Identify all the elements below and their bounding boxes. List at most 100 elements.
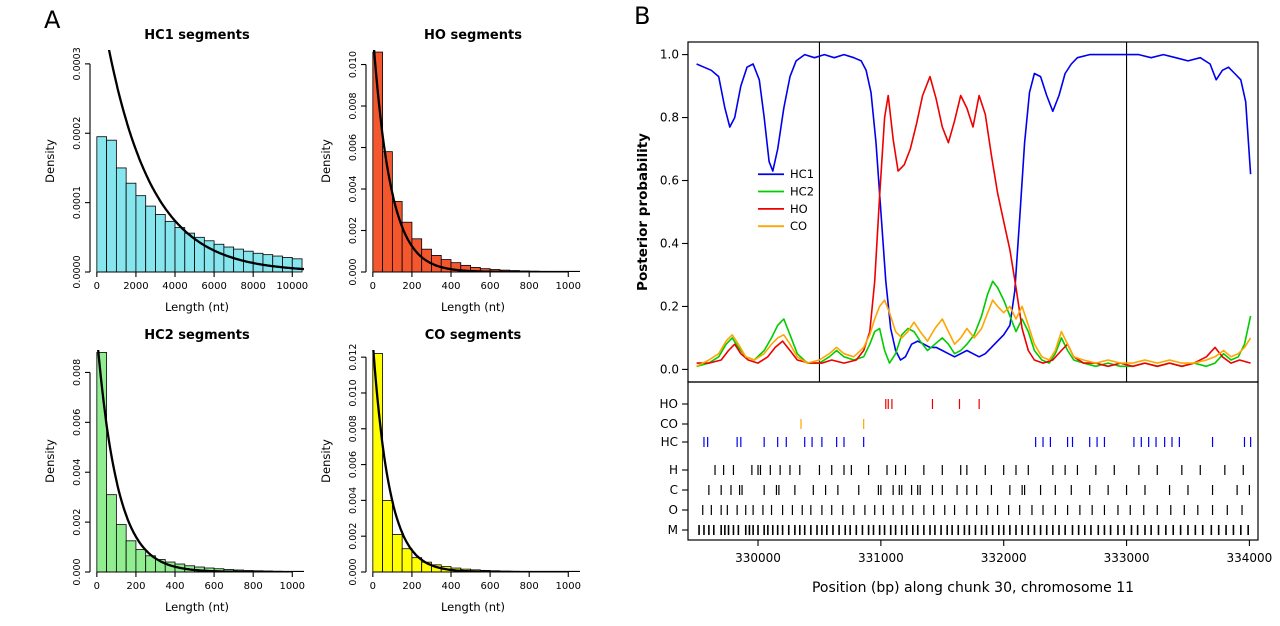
svg-text:600: 600	[481, 281, 500, 292]
histogram-bar	[106, 139, 117, 273]
svg-text:0.000: 0.000	[348, 258, 359, 285]
rug-track-O: O	[669, 503, 1243, 517]
hist-ylabel: Density	[43, 139, 57, 183]
histogram-bar	[106, 494, 117, 573]
rug-track-label: M	[668, 523, 678, 537]
hist-xlabel: Length (nt)	[441, 300, 505, 314]
histogram-bar	[125, 540, 137, 573]
hist-title: HC1 segments	[144, 28, 250, 43]
y-axis: 0.000 0.002 0.004 0.006 0.008	[72, 359, 91, 586]
histogram-bar	[401, 548, 413, 573]
svg-text:0.0001: 0.0001	[72, 186, 83, 219]
svg-text:0.006: 0.006	[348, 134, 359, 161]
x-axis-label: Position (bp) along chunk 30, chromosome…	[812, 580, 1134, 596]
y-axis: 0.0 0.2 0.4 0.6 0.8 1.0	[660, 48, 688, 376]
svg-text:400: 400	[441, 281, 460, 292]
svg-text:0: 0	[370, 281, 376, 292]
svg-text:330000: 330000	[735, 551, 781, 565]
svg-text:200: 200	[402, 581, 421, 592]
hist-title: HC2 segments	[144, 328, 250, 343]
svg-text:600: 600	[205, 581, 224, 592]
histogram-bars	[96, 136, 303, 273]
svg-text:800: 800	[520, 581, 539, 592]
svg-text:0.8: 0.8	[660, 111, 679, 125]
histogram-bar	[155, 214, 166, 273]
svg-text:0.0: 0.0	[660, 362, 679, 376]
legend-label-HO: HO	[790, 202, 808, 216]
svg-text:6000: 6000	[201, 281, 226, 292]
svg-text:600: 600	[481, 581, 500, 592]
svg-text:0.004: 0.004	[348, 487, 359, 514]
ho-segments-histogram: 0 200 400 600 800 10000.0000.0020.0040.0060.0…	[319, 28, 581, 314]
histogram-bars	[96, 352, 293, 573]
svg-text:0.0000: 0.0000	[72, 255, 83, 288]
histogram-bar	[282, 257, 293, 273]
x-axis: 0 200 400 600 800 1000	[370, 571, 581, 592]
histogram-bar	[125, 182, 137, 273]
svg-text:10000: 10000	[276, 281, 308, 292]
rug-track-H: H	[669, 463, 1244, 477]
panel-b-label: B	[634, 2, 651, 30]
y-axis: 0.000 0.002 0.004 0.006 0.008 0.010 0.012	[348, 344, 367, 586]
svg-text:8000: 8000	[240, 281, 265, 292]
svg-text:800: 800	[244, 581, 263, 592]
svg-text:332000: 332000	[981, 551, 1027, 565]
series-CO	[696, 299, 1252, 368]
x-axis: 0 2000 4000 6000 8000 10000	[94, 271, 308, 292]
hc2-segments-histogram: 0 200 400 600 800 10000.0000.0020.0040.0060.0…	[43, 328, 305, 614]
svg-text:0.0002: 0.0002	[72, 117, 83, 150]
y-axis: 0.0000 0.0001 0.0002 0.0003	[72, 47, 91, 289]
svg-text:2000: 2000	[123, 281, 148, 292]
svg-text:0.002: 0.002	[72, 509, 83, 536]
hist-ylabel: Density	[319, 439, 333, 483]
svg-text:1000: 1000	[280, 581, 305, 592]
svg-text:0.010: 0.010	[348, 379, 359, 406]
rug-track-label: HO	[660, 397, 678, 411]
svg-text:0.006: 0.006	[72, 409, 83, 436]
x-axis: 330000 331000 332000 333000 334000	[735, 540, 1272, 565]
svg-text:0.004: 0.004	[72, 459, 83, 486]
svg-text:0.008: 0.008	[348, 92, 359, 119]
fit-curve	[372, 350, 580, 572]
panel-a-label: A	[44, 6, 61, 34]
legend-label-HC2: HC2	[790, 185, 814, 199]
histogram-bar	[96, 136, 108, 273]
hist-ylabel: Density	[319, 139, 333, 183]
histogram-bar	[213, 243, 225, 273]
histogram-bar	[440, 259, 452, 273]
svg-text:334000: 334000	[1226, 551, 1272, 565]
rug-track-CO: CO	[660, 417, 865, 431]
svg-text:0.004: 0.004	[348, 175, 359, 202]
probability-plot-box	[687, 41, 1259, 383]
svg-text:400: 400	[441, 581, 460, 592]
rug-plot-box	[687, 381, 1259, 541]
co-segments-histogram: 0 200 400 600 800 10000.0000.0020.0040.0060.0…	[319, 328, 581, 614]
rug-track-label: HC	[661, 435, 678, 449]
rug-track-M: M	[668, 523, 1249, 537]
x-axis: 0 200 400 600 800 1000	[94, 571, 305, 592]
y-axis-label: Posterior probability	[635, 133, 651, 291]
hist-title: HO segments	[424, 28, 522, 43]
histogram-bar	[391, 534, 403, 573]
x-axis: 0 200 400 600 800 1000	[370, 271, 581, 292]
histogram-bar	[272, 255, 283, 273]
hist-title: CO segments	[425, 328, 522, 343]
svg-text:0.008: 0.008	[348, 415, 359, 442]
y-axis: 0.000 0.002 0.004 0.006 0.008 0.010	[348, 51, 367, 286]
svg-text:1000: 1000	[556, 581, 581, 592]
fit-curve	[372, 50, 580, 272]
rug-track-C: C	[670, 483, 1251, 497]
svg-text:0: 0	[94, 281, 100, 292]
hist-ylabel: Density	[43, 439, 57, 483]
svg-text:0.008: 0.008	[72, 359, 83, 386]
histogram-bar	[135, 195, 147, 273]
svg-text:0.4: 0.4	[660, 236, 679, 250]
svg-text:4000: 4000	[162, 281, 187, 292]
svg-text:200: 200	[402, 281, 421, 292]
hist-xlabel: Length (nt)	[165, 300, 229, 314]
svg-text:800: 800	[520, 281, 539, 292]
posterior-probability-plot: 0.0 0.2 0.4 0.6 0.8 1.0 Posterior probability H…	[635, 41, 1272, 596]
fit-curve	[107, 50, 304, 271]
svg-text:0: 0	[370, 581, 376, 592]
